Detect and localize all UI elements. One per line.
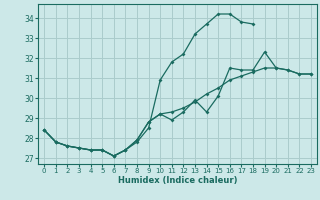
X-axis label: Humidex (Indice chaleur): Humidex (Indice chaleur) xyxy=(118,176,237,185)
